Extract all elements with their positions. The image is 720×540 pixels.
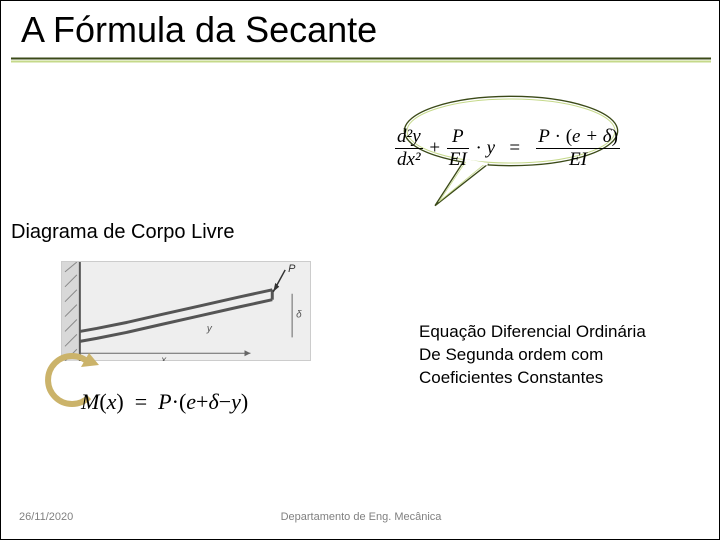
fbd-drawing: P x δ y <box>62 262 310 361</box>
ode-desc-line-3: Coeficientes Constantes <box>419 367 646 390</box>
svg-text:y: y <box>206 323 213 334</box>
svg-text:x: x <box>160 355 167 361</box>
page-title: A Fórmula da Secante <box>21 9 377 51</box>
svg-text:δ: δ <box>296 310 302 321</box>
title-underline <box>11 57 711 63</box>
footer-department: Departamento de Eng. Mecânica <box>1 511 720 523</box>
moment-equation: M(x) = P·(e+δ−y) <box>81 389 248 415</box>
free-body-diagram: P x δ y <box>61 261 311 361</box>
ode-equation: d²y dx² + P EI · y = P · (e + δ) EI <box>393 126 622 171</box>
svg-text:P: P <box>288 263 296 275</box>
ode-desc-line-1: Equação Diferencial Ordinária <box>419 321 646 344</box>
slide: A Fórmula da Secante d²y dx² + P EI · y … <box>0 0 720 540</box>
fbd-subtitle: Diagrama de Corpo Livre <box>11 221 234 244</box>
ode-desc-line-2: De Segunda ordem com <box>419 344 646 367</box>
ode-description: Equação Diferencial Ordinária De Segunda… <box>419 321 646 390</box>
